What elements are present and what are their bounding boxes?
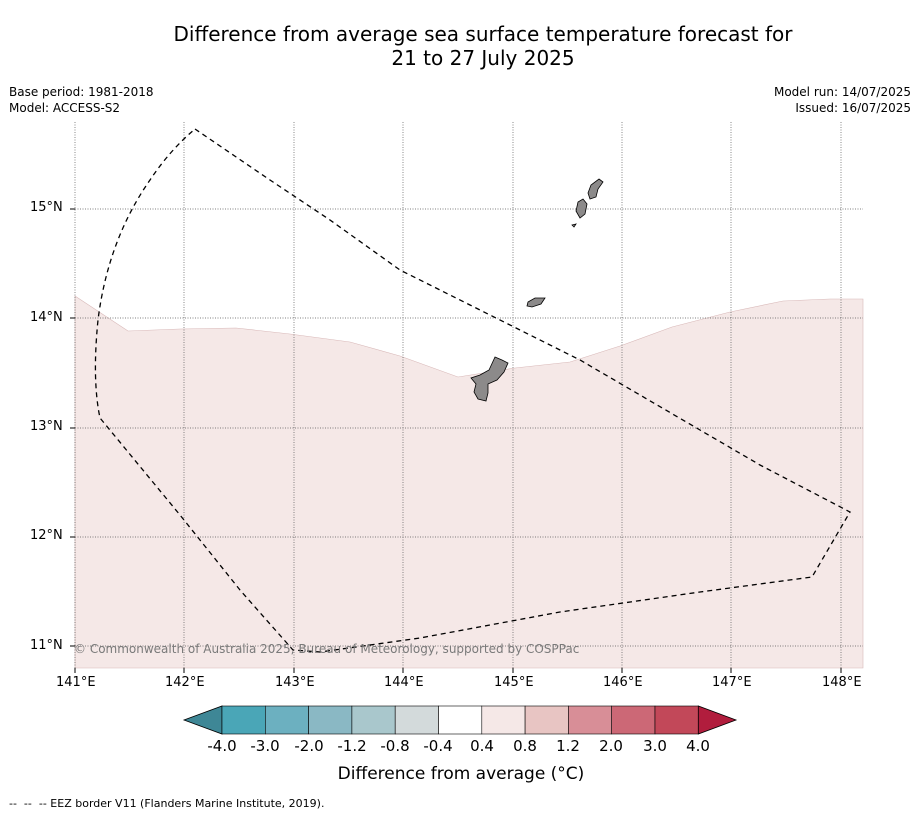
islands <box>470 178 604 402</box>
colorbar-segment <box>481 705 526 735</box>
colorbar-segment <box>524 705 569 735</box>
lat-label: 14°N <box>30 310 63 325</box>
island-guam <box>470 356 509 402</box>
island-tinian <box>575 198 588 219</box>
meta-left: Base period: 1981-2018 Model: ACCESS-S2 <box>9 84 154 116</box>
colorbar-label: 2.0 <box>599 737 623 755</box>
anomaly-area <box>74 295 864 669</box>
map-title-line1: Difference from average sea surface temp… <box>173 22 793 46</box>
map-title: Difference from average sea surface temp… <box>0 22 919 70</box>
colorbar-segment <box>654 705 699 735</box>
lat-label: 11°N <box>30 638 63 653</box>
map-title-line2: 21 to 27 July 2025 <box>391 46 575 70</box>
colorbar-segment <box>394 705 439 735</box>
lon-label: 147°E <box>712 675 752 690</box>
colorbar-label: -3.0 <box>250 737 280 755</box>
lon-label: 141°E <box>56 675 96 690</box>
colorbar-label: -2.0 <box>294 737 324 755</box>
colorbar-label: -0.8 <box>380 737 410 755</box>
lon-label: 146°E <box>603 675 643 690</box>
issued-date: Issued: 16/07/2025 <box>795 101 911 115</box>
lat-label: 12°N <box>30 528 63 543</box>
lon-label: 143°E <box>275 675 315 690</box>
colorbar-segment <box>351 705 396 735</box>
colorbar-label: 3.0 <box>643 737 667 755</box>
base-period: Base period: 1981-2018 <box>9 85 154 99</box>
colorbar <box>182 705 738 735</box>
colorbar-label: 0.4 <box>470 737 494 755</box>
island-saipan <box>587 178 604 200</box>
model-name: Model: ACCESS-S2 <box>9 101 121 115</box>
gridlines <box>74 122 863 668</box>
colorbar-extension-high <box>697 705 738 735</box>
lon-label: 144°E <box>384 675 424 690</box>
colorbar-segment <box>308 705 353 735</box>
lon-label: 142°E <box>165 675 205 690</box>
colorbar-label: 1.2 <box>556 737 580 755</box>
lon-label: 145°E <box>494 675 534 690</box>
island-rota <box>526 297 546 308</box>
lat-label: 15°N <box>30 200 63 215</box>
model-run: Model run: 14/07/2025 <box>773 85 911 99</box>
colorbar-segment <box>221 705 266 735</box>
copyright-notice: © Commonwealth of Australia 2025, Bureau… <box>74 642 580 656</box>
colorbar-label: -1.2 <box>337 737 367 755</box>
colorbar-label: -4.0 <box>207 737 237 755</box>
colorbar-label: -0.4 <box>423 737 453 755</box>
colorbar-title: Difference from average (°C) <box>337 764 585 784</box>
colorbar-segment <box>438 705 483 735</box>
colorbar-segment <box>568 705 613 735</box>
colorbar-extension-low <box>182 705 223 735</box>
lat-label: 13°N <box>30 419 63 434</box>
eez-legend-footer: -- -- -- EEZ border V11 (Flanders Marine… <box>9 797 325 810</box>
meta-right: Model run: 14/07/2025 Issued: 16/07/2025 <box>774 84 911 116</box>
island-aguijan <box>571 223 577 228</box>
lon-label: 148°E <box>822 675 862 690</box>
colorbar-label: 0.8 <box>513 737 537 755</box>
colorbar-label: 4.0 <box>686 737 710 755</box>
colorbar-segment <box>264 705 309 735</box>
colorbar-segment <box>611 705 656 735</box>
